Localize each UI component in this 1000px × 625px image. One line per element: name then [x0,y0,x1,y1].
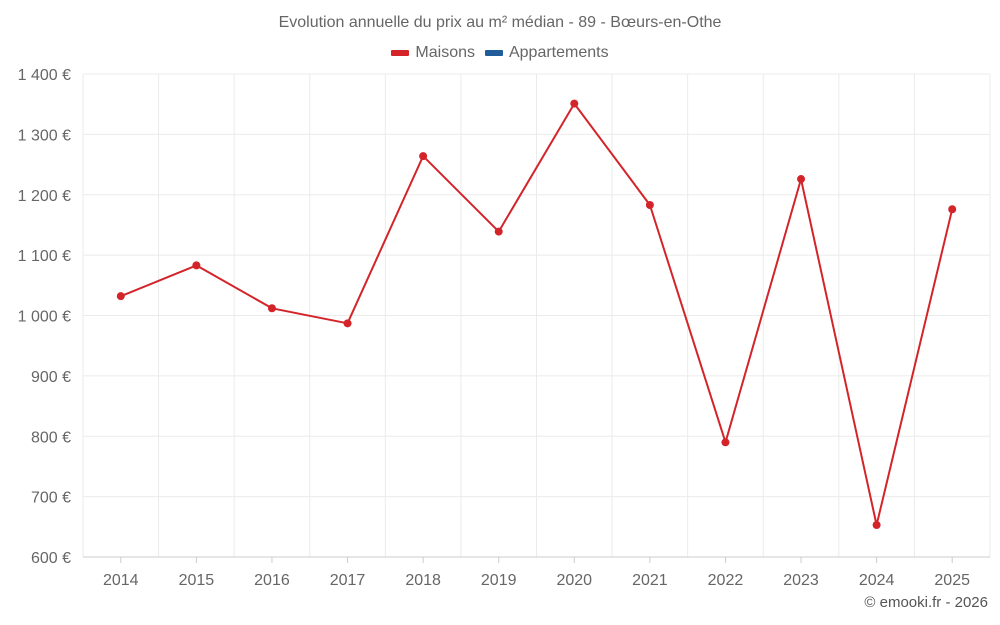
y-tick-label: 700 € [31,490,71,507]
x-tick-label: 2019 [481,572,517,589]
y-tick-label: 1 000 € [18,309,71,326]
legend-item-maisons[interactable]: Maisons [391,44,475,62]
legend-swatch-maisons [391,50,410,56]
y-tick-label: 800 € [31,429,71,446]
y-tick-label: 1 200 € [18,188,71,205]
x-tick-label: 2017 [330,572,366,589]
y-tick-label: 1 300 € [18,127,71,144]
legend-swatch-appartements [484,50,503,56]
data-point-maisons [267,304,276,313]
data-point-maisons [419,152,428,161]
y-tick-label: 1 400 € [18,67,71,84]
y-tick-label: 900 € [31,369,71,386]
data-point-maisons [797,175,806,184]
x-tick-label: 2016 [254,572,290,589]
data-point-maisons [343,319,352,328]
legend-item-appartements[interactable]: Appartements [484,44,609,62]
x-tick-label: 2015 [179,572,215,589]
x-tick-label: 2021 [632,572,668,589]
legend-label-appartements: Appartements [508,44,609,61]
series-line-maisons [120,102,954,526]
x-tick-label: 2020 [556,572,592,589]
credit-text: © emooki.fr - 2026 [864,594,988,611]
data-point-maisons [570,99,579,108]
x-tick-label: 2018 [405,572,441,589]
data-point-maisons [721,438,730,447]
data-point-maisons [116,292,125,301]
y-tick-label: 600 € [31,550,71,567]
x-tick-label: 2022 [708,572,744,589]
data-point-maisons [872,521,881,530]
data-point-maisons [948,205,957,214]
chart-title: Evolution annuelle du prix au m² médian … [278,14,722,31]
x-tick-label: 2024 [859,572,895,589]
legend-label-maisons: Maisons [415,44,475,61]
data-point-maisons [494,227,503,236]
data-point-maisons [645,201,654,210]
x-tick-label: 2014 [103,572,139,589]
legend: Maisons Appartements [0,44,1000,62]
data-point-maisons [192,261,201,270]
x-tick-label: 2023 [783,572,819,589]
y-tick-label: 1 100 € [18,248,71,265]
x-tick-label: 2025 [934,572,970,589]
